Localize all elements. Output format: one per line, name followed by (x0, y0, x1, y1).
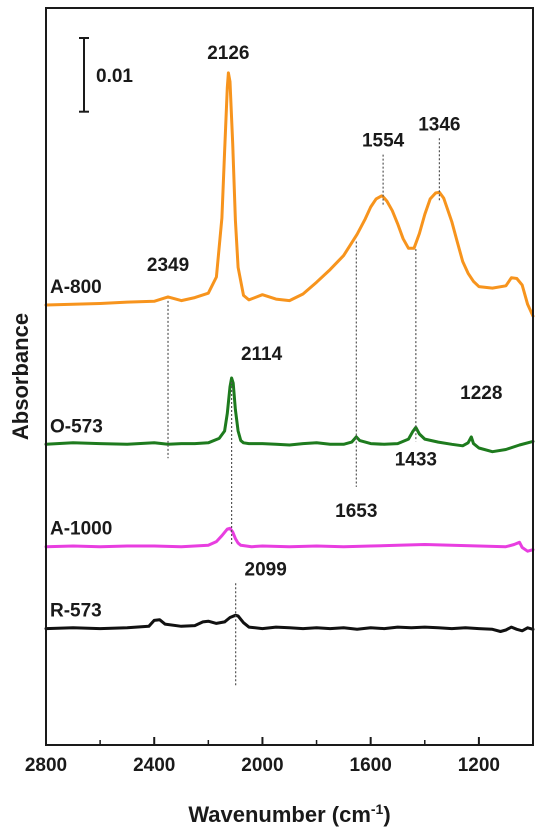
peak-label-1346: 1346 (418, 114, 460, 135)
x-axis: 2800 2400 2000 1600 1200 (25, 737, 500, 776)
scale-bar: 0.01 (79, 37, 133, 113)
series-line-r-573 (44, 613, 535, 633)
peak-label-1433: 1433 (395, 449, 437, 470)
peak-label-1554: 1554 (362, 131, 405, 152)
x-axis-label-sup: -1 (371, 801, 384, 817)
x-tick-label-1600: 1600 (350, 755, 392, 776)
peak-label-2114: 2114 (241, 344, 283, 365)
series-line-a-1000 (44, 526, 535, 553)
scale-bar-label: 0.01 (96, 66, 133, 87)
y-axis-label: Absorbance (8, 313, 33, 440)
x-tick-label-2400: 2400 (133, 755, 175, 776)
x-tick-label-1200: 1200 (458, 755, 500, 776)
plot-frame (45, 7, 534, 746)
series-label-a-800: A-800 (50, 277, 102, 298)
series-layer: A-800 O-573 A-1000 R-573 (44, 71, 535, 633)
x-tick-label-2000: 2000 (241, 755, 283, 776)
peak-label-1228: 1228 (460, 383, 502, 404)
x-tick-label-2800: 2800 (25, 755, 67, 776)
x-axis-label-main: Wavenumber (cm (188, 802, 371, 827)
peak-label-2126: 2126 (207, 43, 249, 64)
series-line-a-800 (44, 71, 535, 318)
peak-label-1653: 1653 (335, 501, 377, 522)
peak-label-2349: 2349 (147, 255, 189, 276)
series-line-o-573 (44, 376, 535, 454)
annotation-layer: 2126 2349 1554 1346 2114 1653 1433 1228 2099 (147, 43, 502, 686)
series-label-o-573: O-573 (50, 416, 103, 437)
series-label-a-1000: A-1000 (50, 519, 112, 540)
series-label-r-573: R-573 (50, 601, 102, 622)
peak-label-2099: 2099 (245, 559, 287, 580)
x-axis-label: Wavenumber (cm-1) (188, 801, 390, 827)
x-axis-label-suffix: ) (383, 802, 390, 827)
